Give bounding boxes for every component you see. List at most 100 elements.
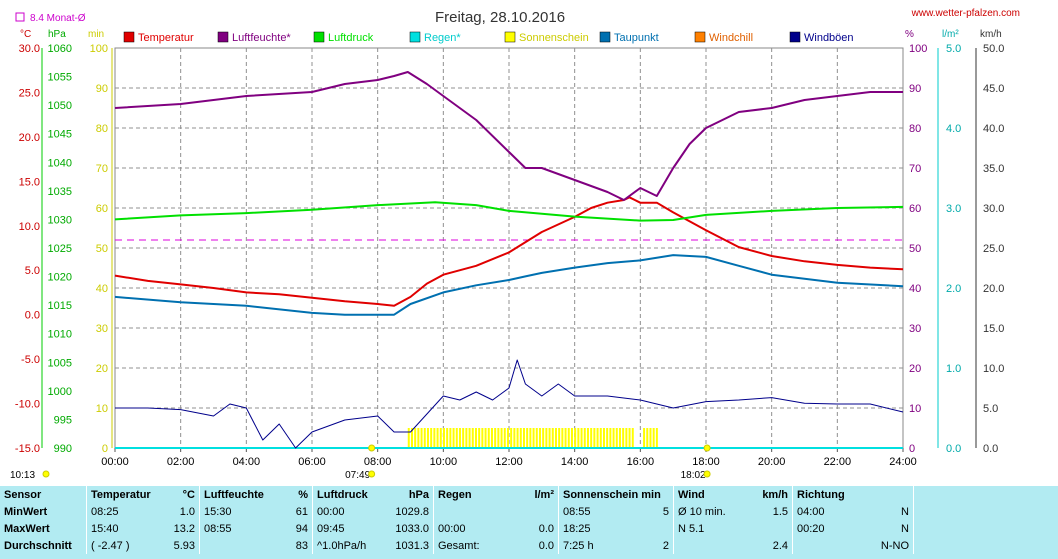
x-tick-label: 14:00 [561, 456, 589, 468]
sunshine-bar [567, 428, 570, 448]
unit-wind: km/h [980, 29, 1002, 40]
sunshine-bar [655, 428, 658, 448]
pressure-tick-label: 1010 [48, 329, 72, 341]
rain-tick-label: 4.0 [946, 123, 961, 135]
monthly-avg-legend-box [15, 12, 25, 22]
sunshine-bar [506, 428, 509, 448]
legend-label: Windchill [709, 32, 753, 44]
sunshine-bar [407, 428, 410, 448]
temp-tick-label: -15.0 [15, 443, 40, 455]
stats-header-pressure: Luftdruck [312, 486, 385, 503]
rain-tick-label: 1.0 [946, 363, 961, 375]
sunshine-bar [574, 428, 577, 448]
sunshine-bar [529, 428, 532, 448]
temp-tick-label: 0.0 [25, 310, 40, 322]
unit-min: min [88, 29, 104, 40]
sunshine-bar [615, 428, 618, 448]
sunshine-bar [497, 428, 500, 448]
stats-header-wind-unit: km/h [762, 488, 788, 501]
sunshine-bar [433, 428, 436, 448]
sunshine-bar [590, 428, 593, 448]
sunshine-bar [622, 428, 625, 448]
series-line-temperatur [114, 196, 904, 307]
humidity-tick-label: 40 [909, 283, 921, 295]
sunrise-time: 07:49 [345, 470, 370, 481]
sunshine-bar [538, 428, 541, 448]
sunshine-min-tick-label: 20 [96, 363, 108, 375]
sunshine-min-tick-label: 10 [96, 403, 108, 415]
chart-background [0, 0, 1058, 486]
sunshine-bar [554, 428, 557, 448]
sunshine-bar [436, 428, 439, 448]
pressure-tick-label: 1025 [48, 243, 72, 255]
sunshine-bar [494, 428, 497, 448]
pressure-tick-label: 1005 [48, 357, 72, 369]
x-tick-label: 20:00 [758, 456, 786, 468]
chart-title: Freitag, 28.10.2016 [435, 9, 565, 26]
sunshine-bar [500, 428, 503, 448]
sunshine-min-tick-label: 40 [96, 283, 108, 295]
humidity-tick-label: 70 [909, 163, 921, 175]
website-label: www.wetter-pfalzen.com [911, 8, 1020, 19]
stats-header-wind: Wind [673, 486, 744, 503]
x-tick-label: 12:00 [495, 456, 523, 468]
sunshine-min-tick-label: 100 [90, 43, 108, 55]
x-tick-label: 10:00 [430, 456, 458, 468]
right-axes: 10090807060504030201005.04.03.02.01.00.0… [909, 43, 1004, 455]
pressure-tick-label: 1040 [48, 157, 72, 169]
legend-swatch [217, 31, 229, 43]
legend-swatch [409, 31, 421, 43]
sunshine-bar [414, 428, 417, 448]
temp-tick-label: 5.0 [25, 265, 40, 277]
sunshine-bar [561, 428, 564, 448]
wind-tick-label: 15.0 [983, 323, 1004, 335]
weather-chart: Freitag, 28.10.2016 www.wetter-pfalzen.c… [0, 0, 1058, 486]
pressure-tick-label: 1055 [48, 72, 72, 84]
series-line-windben [115, 359, 904, 449]
sunshine-bar [474, 428, 477, 448]
humidity-tick-label: 90 [909, 83, 921, 95]
temp-tick-label: -5.0 [21, 354, 40, 366]
pressure-tick-label: 1060 [48, 43, 72, 55]
temp-tick-label: 15.0 [19, 176, 40, 188]
sunshine-min-tick-label: 30 [96, 323, 108, 335]
unit-temp: °C [20, 29, 31, 40]
sunshine-bar [596, 428, 599, 448]
sunshine-bar [452, 428, 455, 448]
sunshine-bar [558, 428, 561, 448]
sunshine-bar [542, 428, 545, 448]
x-tick-label: 22:00 [824, 456, 852, 468]
sunshine-bar [417, 428, 420, 448]
wind-tick-label: 45.0 [983, 83, 1004, 95]
sunshine-bar [490, 428, 493, 448]
sunshine-bar [468, 428, 471, 448]
pressure-tick-label: 1000 [48, 386, 72, 398]
sunshine-bar [510, 428, 513, 448]
sunshine-bar [449, 428, 452, 448]
sunshine-bar [577, 428, 580, 448]
sunshine-min-tick-label: 90 [96, 83, 108, 95]
sunshine-min-tick-label: 60 [96, 203, 108, 215]
statistics-panel: Sensor Temperatur °C Luftfeuchte % Luftd… [0, 486, 1058, 559]
sunshine-bar [609, 428, 612, 448]
stats-header-sensor: Sensor [4, 488, 42, 501]
legend-label: Luftdruck [328, 32, 374, 44]
series-line-luftdruck [114, 201, 904, 222]
wind-tick-label: 0.0 [983, 443, 998, 455]
humidity-tick-label: 0 [909, 443, 915, 455]
sunshine-bar [532, 428, 535, 448]
sunshine-bar [410, 428, 413, 448]
pressure-tick-label: 1030 [48, 214, 72, 226]
temp-tick-label: 30.0 [19, 43, 40, 55]
stats-header-direction: Richtung [792, 486, 871, 503]
sunshine-bar [446, 428, 449, 448]
stats-row-min: MinWert 08:25 1.0 15:30 61 00:00 1029.8 … [0, 503, 1052, 520]
humidity-tick-label: 50 [909, 243, 921, 255]
sunshine-bar [481, 428, 484, 448]
humidity-tick-label: 30 [909, 323, 921, 335]
sunshine-bar [612, 428, 615, 448]
sunshine-bar [599, 428, 602, 448]
chart-legend: Temperatur Luftfeuchte* Luftdruck Regen* Son… [123, 31, 854, 44]
rain-tick-label: 5.0 [946, 43, 961, 55]
plot-grid [115, 48, 903, 448]
